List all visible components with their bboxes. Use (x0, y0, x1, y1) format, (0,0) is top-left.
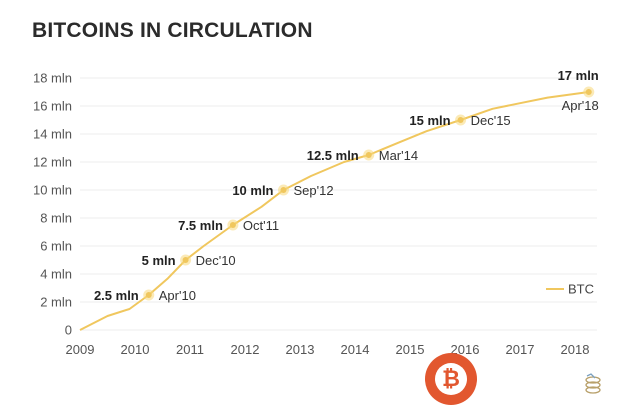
milestone-value-label: 5 mln (142, 253, 176, 268)
milestone-date-label: Apr'18 (562, 98, 599, 113)
milestone-marker (182, 257, 189, 263)
coin-stack-icon (585, 373, 601, 394)
milestone-value-label: 17 mln (558, 68, 599, 83)
x-axis: 2009 2010 2011 2012 2013 2014 2015 2016 2017 2018 (66, 342, 590, 357)
y-axis: 0 2 mln 4 mln 6 mln 8 mln 10 mln 12 mln 14 mln 1… (33, 71, 72, 338)
y-tick-label: 4 mln (40, 267, 72, 282)
y-tick-label: 12 mln (33, 155, 72, 170)
x-tick-label: 2009 (66, 342, 95, 357)
y-tick-label: 16 mln (33, 99, 72, 114)
series-layer (79, 91, 589, 331)
milestone-marker (145, 292, 152, 298)
milestone-value-label: 2.5 mln (94, 288, 139, 303)
series-line-btc (79, 91, 589, 331)
milestone-value-label: 15 mln (409, 113, 450, 128)
x-tick-label: 2015 (396, 342, 425, 357)
milestone-marker (457, 117, 464, 123)
y-tick-label: 6 mln (40, 239, 72, 254)
x-tick-label: 2011 (176, 342, 204, 357)
y-tick-label: 2 mln (40, 295, 72, 310)
annotations: 2.5 mln Apr'10 5 mln Dec'10 7.5 mln Oct'11 10 … (94, 68, 599, 303)
milestone-value-label: 7.5 mln (178, 218, 223, 233)
milestone-marker (229, 222, 236, 228)
x-tick-label: 2018 (561, 342, 590, 357)
legend: BTC (546, 282, 594, 297)
y-tick-label: 18 mln (33, 71, 72, 86)
grid (80, 77, 597, 331)
x-tick-label: 2014 (341, 342, 370, 357)
y-tick-label: 0 (65, 323, 72, 338)
y-tick-label: 8 mln (40, 211, 72, 226)
bitcoin-symbol-icon: ₿ (435, 363, 467, 395)
chart-title: BITCOINS IN CIRCULATION (32, 19, 313, 42)
milestone-date-label: Mar'14 (379, 148, 418, 163)
milestone-value-label: 12.5 mln (307, 148, 359, 163)
milestone-marker (585, 89, 592, 95)
x-tick-label: 2017 (506, 342, 535, 357)
y-tick-label: 14 mln (33, 127, 72, 142)
legend-label-btc: BTC (568, 282, 594, 297)
milestone-marker (280, 187, 287, 193)
x-tick-label: 2013 (286, 342, 315, 357)
bitcoin-logo-icon: ₿ (425, 353, 477, 405)
milestone-date-label: Oct'11 (243, 218, 279, 233)
milestone-date-label: Sep'12 (294, 183, 334, 198)
x-tick-label: 2012 (231, 342, 260, 357)
milestone-date-label: Dec'15 (471, 113, 511, 128)
milestone-date-label: Dec'10 (196, 253, 236, 268)
milestone-marker (365, 152, 372, 158)
milestone-date-label: Apr'10 (159, 288, 196, 303)
x-tick-label: 2010 (121, 342, 150, 357)
y-tick-label: 10 mln (33, 183, 72, 198)
milestone-value-label: 10 mln (232, 183, 273, 198)
